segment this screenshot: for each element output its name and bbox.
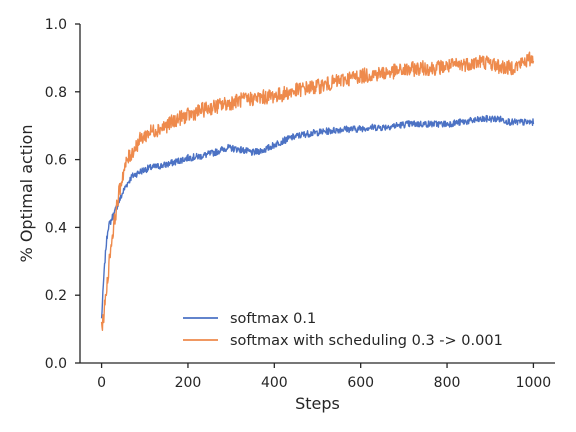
x-tick-label: 800 — [434, 375, 461, 391]
x-tick-label: 400 — [261, 375, 288, 391]
y-tick-label: 0.0 — [45, 356, 67, 372]
y-tick-label: 0.4 — [45, 220, 67, 236]
x-axis-ticks: 0 200 400 600 800 1000 — [97, 363, 551, 391]
x-tick-label: 0 — [97, 375, 106, 391]
x-tick-label: 600 — [347, 375, 374, 391]
legend-label: softmax with scheduling 0.3 -> 0.001 — [230, 333, 503, 349]
plot-area — [100, 51, 535, 331]
y-tick-label: 0.2 — [45, 288, 67, 304]
axes — [79, 24, 555, 364]
y-tick-label: 0.8 — [45, 85, 67, 101]
y-tick-label: 1.0 — [45, 17, 67, 33]
x-tick-label: 200 — [175, 375, 202, 391]
x-tick-label: 1000 — [516, 375, 552, 391]
series-line-1 — [100, 114, 535, 319]
y-axis-label: % Optimal action — [17, 125, 36, 263]
legend-label: softmax 0.1 — [230, 311, 316, 327]
x-axis-label: Steps — [295, 394, 340, 413]
series-line-2 — [100, 51, 535, 331]
y-tick-label: 0.6 — [45, 153, 67, 169]
legend: softmax 0.1 softmax with scheduling 0.3 -… — [183, 311, 503, 349]
y-axis-ticks: 0.0 0.2 0.4 0.6 0.8 1.0 — [45, 17, 80, 372]
